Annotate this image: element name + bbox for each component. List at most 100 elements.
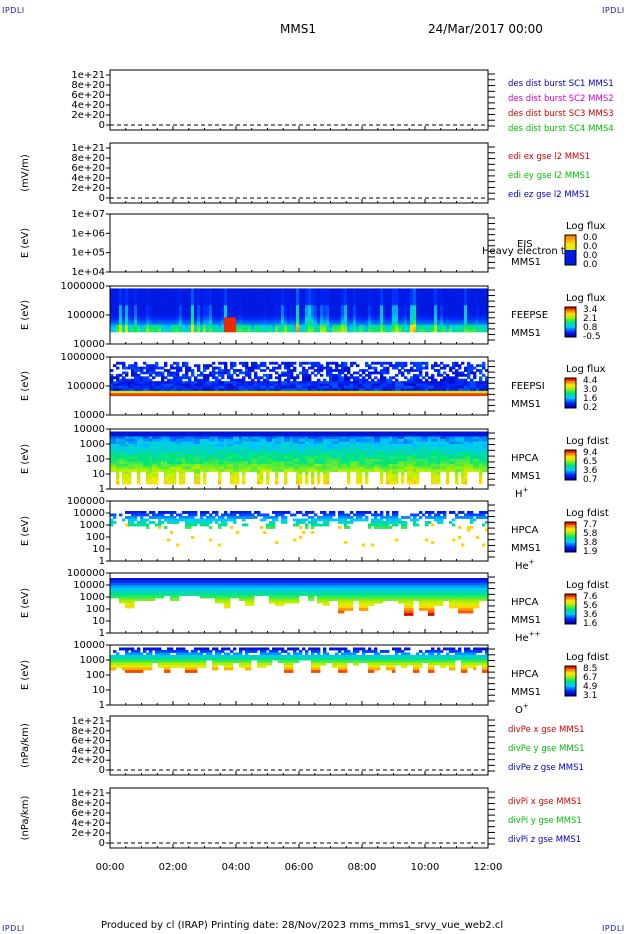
heatmap-cell	[236, 310, 240, 313]
heatmap-cell	[458, 293, 462, 297]
heatmap-cell	[203, 466, 207, 470]
heatmap-cell	[245, 302, 249, 306]
heatmap-cell	[257, 319, 261, 323]
heatmap-cell	[380, 371, 384, 375]
heatmap-cell	[179, 466, 183, 470]
heatmap-cell	[263, 378, 267, 382]
heatmap-cell	[290, 381, 294, 384]
heatmap-cell	[197, 288, 201, 292]
heatmap-cell	[317, 305, 321, 309]
heatmap-cell	[248, 369, 252, 372]
heatmap-cell	[146, 471, 150, 475]
heatmap-cell	[398, 298, 402, 301]
heatmap-cell	[203, 376, 207, 380]
heatmap-cell	[347, 290, 351, 294]
heatmap-cell	[134, 293, 138, 297]
heatmap-cell	[314, 310, 318, 313]
heatmap-cell	[170, 476, 174, 480]
heatmap-cell	[311, 305, 315, 309]
heatmap-cell	[134, 381, 138, 384]
heatmap-cell	[227, 444, 231, 447]
heatmap-cell	[404, 329, 408, 333]
heatmap-cell	[410, 322, 414, 326]
heatmap-cell	[206, 312, 210, 316]
heatmap-cell	[176, 324, 180, 328]
heatmap-cell	[146, 390, 150, 394]
heatmap-cell	[113, 456, 117, 460]
heatmap-cell	[128, 466, 132, 470]
heatmap-cell	[422, 307, 426, 311]
colorbar-step	[565, 382, 576, 385]
heatmap-cell	[248, 317, 252, 321]
heatmap-cell	[320, 383, 324, 387]
heatmap-cell	[383, 317, 387, 321]
heatmap-cell	[158, 454, 162, 457]
heatmap-cell	[152, 322, 156, 326]
heatmap-cell	[188, 454, 192, 457]
heatmap-cell	[470, 319, 474, 323]
heatmap-cell	[443, 390, 447, 394]
heatmap-cell	[425, 378, 429, 382]
heatmap-cell	[437, 312, 441, 316]
heatmap-cell	[179, 369, 183, 372]
heatmap-cell	[122, 476, 126, 480]
heatmap-cell	[344, 324, 348, 328]
heatmap-cell	[125, 386, 129, 389]
heatmap-cell	[173, 393, 177, 397]
heatmap-cell	[347, 388, 351, 392]
heatmap-cell	[452, 327, 456, 330]
heatmap-cell	[413, 364, 417, 368]
heatmap-cell	[245, 300, 249, 304]
heatmap-cell	[458, 317, 462, 321]
heatmap-cell	[212, 288, 216, 292]
heatmap-cell	[230, 364, 234, 368]
heatmap-cell	[302, 312, 306, 316]
heatmap-cell	[296, 290, 300, 294]
heatmap-cell	[353, 305, 357, 309]
heatmap-cell	[476, 390, 480, 394]
heatmap-cell	[347, 307, 351, 311]
heatmap-cell	[134, 383, 138, 387]
heatmap-cell	[251, 317, 255, 321]
heatmap-cell	[437, 302, 441, 306]
heatmap-cell	[341, 317, 345, 321]
heatmap-cell	[308, 293, 312, 297]
heatmap-cell	[263, 288, 267, 292]
heatmap-cell	[293, 300, 297, 304]
heatmap-cell	[191, 305, 195, 309]
heatmap-cell	[362, 376, 366, 380]
heatmap-cell	[182, 464, 186, 467]
heatmap-cell	[236, 461, 240, 465]
heatmap-cell	[251, 456, 255, 460]
heatmap-cell	[239, 369, 243, 372]
heatmap-cell	[404, 305, 408, 309]
heatmap-cell	[317, 312, 321, 316]
heatmap-cell	[260, 322, 264, 326]
heatmap-cell	[230, 454, 234, 457]
heatmap-cell	[209, 434, 213, 437]
heatmap-cell	[230, 449, 234, 452]
heatmap-cell	[197, 461, 201, 465]
heatmap-cell	[140, 393, 144, 397]
heatmap-cell	[182, 300, 186, 304]
heatmap-cell	[479, 300, 483, 304]
heatmap-cell	[152, 466, 156, 470]
heatmap-cell	[359, 305, 363, 309]
heatmap-cell	[155, 393, 159, 397]
heatmap-cell	[329, 322, 333, 326]
heatmap-cell	[317, 388, 321, 392]
heatmap-cell	[449, 317, 453, 321]
heatmap-cell	[419, 373, 423, 377]
heatmap-cell	[161, 371, 165, 375]
heatmap-cell	[233, 369, 237, 372]
heatmap-cell	[431, 300, 435, 304]
heatmap-cell	[386, 327, 390, 330]
heatmap-cell	[398, 319, 402, 323]
heatmap-cell	[353, 300, 357, 304]
heatmap-cell	[200, 449, 204, 452]
heatmap-cell	[464, 390, 468, 394]
heatmap-cell	[167, 319, 171, 323]
heatmap-cell	[401, 381, 405, 384]
heatmap-cell	[161, 293, 165, 297]
heatmap-cell	[437, 329, 441, 333]
